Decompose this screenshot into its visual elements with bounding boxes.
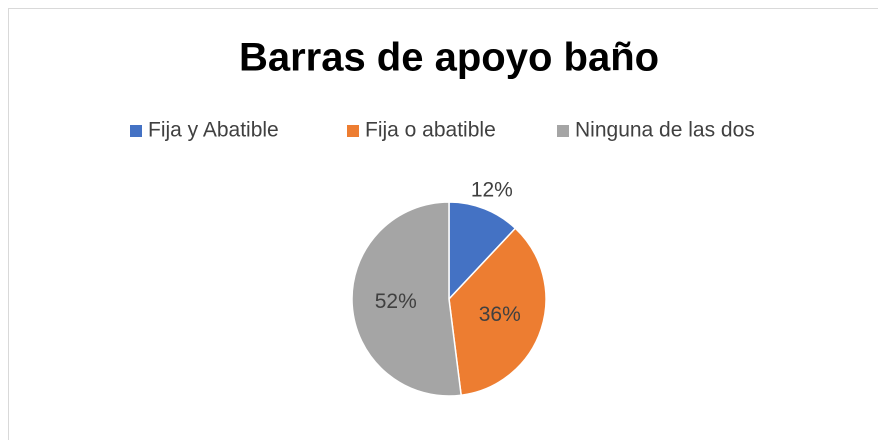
data-label: 12% bbox=[471, 178, 513, 201]
pie-slice bbox=[448, 227, 547, 397]
legend-label: Fija o abatible bbox=[365, 119, 496, 142]
legend-label: Fija y Abatible bbox=[148, 119, 279, 142]
data-label: 52% bbox=[375, 290, 417, 313]
data-label: 36% bbox=[479, 303, 521, 326]
chart-title: Barras de apoyo baño bbox=[239, 36, 659, 80]
legend-swatch bbox=[557, 125, 569, 137]
legend-label: Ninguna de las dos bbox=[575, 119, 755, 142]
pie-slice bbox=[351, 201, 462, 397]
legend-swatch bbox=[347, 125, 359, 137]
legend-swatch bbox=[130, 125, 142, 137]
pie-slice bbox=[448, 201, 517, 301]
